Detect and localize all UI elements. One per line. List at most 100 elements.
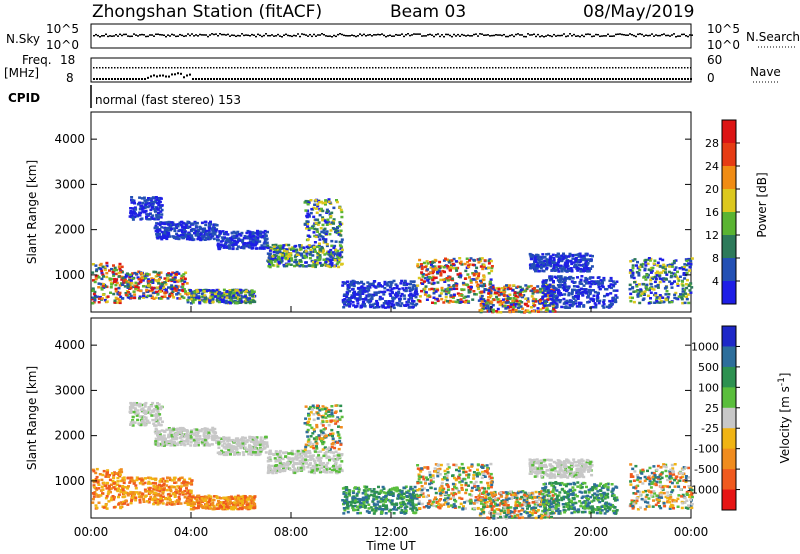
echo-cell — [479, 265, 483, 268]
echo-cell — [615, 280, 619, 283]
echo-cell — [167, 220, 171, 224]
echo-cell — [180, 226, 184, 229]
echo-cell — [235, 241, 239, 244]
echo-cell — [684, 268, 688, 272]
echo-cell — [180, 295, 184, 298]
noise-sample — [673, 33, 675, 35]
nave-sample — [198, 67, 200, 69]
echo-cell — [145, 201, 148, 205]
noise-sample — [229, 35, 231, 37]
echo-cell — [482, 304, 486, 307]
noise-sample — [589, 33, 591, 36]
echo-cell — [305, 245, 309, 249]
freq-sample — [165, 75, 167, 78]
echo-cell — [119, 269, 123, 272]
echo-cell — [205, 289, 209, 292]
echo-cell — [432, 276, 436, 280]
echo-cell — [677, 279, 681, 282]
echo-cell — [683, 277, 687, 280]
echo-cell — [429, 261, 433, 264]
echo-cell — [533, 256, 537, 260]
noise-sample — [119, 33, 121, 36]
nave-sample — [111, 67, 113, 69]
echo-cell — [575, 266, 579, 270]
echo-cell — [671, 262, 675, 266]
echo-cell — [255, 230, 259, 234]
echo-cell — [585, 258, 589, 261]
echo-cell — [320, 230, 324, 234]
echo-cell — [530, 257, 533, 261]
echo-cell — [511, 299, 515, 303]
noise-sample — [239, 35, 241, 37]
nave-sample — [684, 67, 686, 69]
echo-cell — [400, 279, 404, 283]
echo-cell — [362, 301, 366, 304]
echo-cell — [654, 272, 658, 275]
freq-sample — [450, 78, 452, 80]
echo-cell — [487, 292, 491, 295]
echo-cell — [534, 300, 538, 303]
echo-cell — [92, 469, 96, 473]
freq-sample — [249, 78, 251, 80]
echo-cell — [351, 279, 355, 283]
echo-cell — [146, 284, 150, 287]
echo-cell — [159, 286, 163, 289]
echo-cell — [562, 297, 566, 301]
nave-sample — [252, 67, 254, 69]
freq-sample — [159, 74, 161, 77]
echo-cell — [106, 471, 109, 474]
freq-sample — [459, 78, 461, 80]
echo-cell — [113, 482, 116, 485]
noise-sample — [617, 33, 619, 35]
echo-cell — [664, 293, 668, 296]
nave-sample — [618, 67, 620, 69]
noise-sample — [381, 33, 383, 35]
echo-cell — [169, 478, 172, 482]
noise-sample — [201, 34, 203, 36]
echo-cell — [544, 280, 548, 283]
echo-cell — [532, 290, 536, 294]
echo-cell — [95, 268, 99, 271]
echo-cell — [574, 302, 578, 305]
echo-cell — [140, 217, 144, 220]
noise-sample — [533, 33, 535, 36]
freq-sample — [201, 78, 203, 80]
echo-cell — [191, 298, 195, 301]
noise-sample — [213, 33, 215, 36]
noise-sample — [435, 33, 437, 36]
echo-cell — [140, 480, 144, 483]
echo-cell — [105, 482, 109, 485]
noise-sample — [469, 35, 471, 37]
echo-cell — [223, 236, 226, 239]
freq-sample — [681, 78, 683, 80]
echo-cell — [210, 293, 214, 296]
echo-cell — [288, 247, 292, 250]
echo-cell — [132, 210, 135, 214]
echo-cell — [253, 231, 257, 235]
noise-sample — [653, 35, 655, 37]
echo-cell — [154, 492, 158, 495]
echo-cell — [97, 267, 101, 270]
echo-cell — [147, 218, 151, 221]
noise-sample — [579, 35, 581, 38]
echo-cell — [207, 229, 211, 232]
freq-sample — [162, 74, 164, 77]
echo-cell — [650, 287, 654, 291]
nave-sample — [462, 67, 464, 69]
echo-cell — [629, 260, 633, 263]
noise-sample — [491, 34, 493, 37]
echo-cell — [356, 292, 360, 296]
nave-sample — [492, 67, 494, 69]
echo-cell — [151, 401, 155, 405]
noise-sample — [325, 35, 327, 37]
noise-sample — [595, 33, 597, 36]
echo-cell — [146, 294, 150, 298]
echo-cell — [268, 262, 272, 266]
echo-cell — [183, 501, 187, 505]
echo-cell — [683, 266, 686, 269]
echo-cell — [543, 289, 547, 292]
echo-cell — [334, 230, 337, 234]
echo-cell — [294, 244, 298, 248]
echo-cell — [480, 257, 484, 260]
echo-cell — [295, 263, 299, 267]
